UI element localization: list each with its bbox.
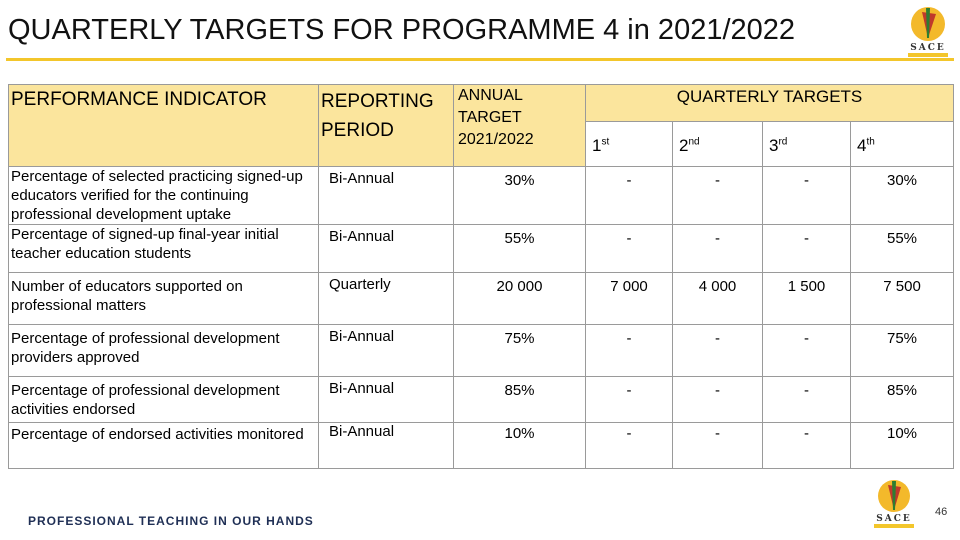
sace-logo-footer-text: SACE: [876, 514, 912, 524]
q3-cell: -: [762, 376, 851, 423]
sace-logo-text: SACE: [910, 43, 946, 53]
q1-cell: 7 000: [585, 272, 673, 325]
quarterly-targets-table: PERFORMANCE INDICATOR REPORTING PERIOD A…: [8, 84, 955, 469]
q3-cell: 1 500: [762, 272, 851, 325]
q4-cell: 10%: [849, 422, 955, 469]
header-q2: 2nd: [672, 121, 763, 167]
q4-cell: 55%: [849, 224, 955, 273]
indicator-cell: Percentage of professional development p…: [8, 324, 319, 377]
table-row: Percentage of signed-up final-year initi…: [8, 224, 955, 273]
indicator-cell: Percentage of selected practicing signed…: [8, 166, 319, 225]
q4-cell: 30%: [849, 166, 955, 225]
q2-cell: -: [672, 376, 763, 423]
indicator-cell: Number of educators supported on profess…: [8, 272, 319, 325]
q2-cell: -: [672, 324, 763, 377]
period-cell: Quarterly: [318, 272, 454, 325]
header-quarterly: QUARTERLY TARGETS: [584, 84, 955, 122]
q3-cell: -: [762, 166, 851, 225]
header-q1: 1st: [585, 121, 673, 167]
table-row: Percentage of selected practicing signed…: [8, 166, 955, 225]
q1-cell: -: [585, 224, 673, 273]
q1-cell: -: [585, 324, 673, 377]
q2-cell: -: [672, 224, 763, 273]
annual-cell: 10%: [453, 422, 586, 469]
q1-cell: -: [585, 376, 673, 423]
header-indicator: PERFORMANCE INDICATOR: [8, 84, 319, 167]
q2-cell: 4 000: [672, 272, 763, 325]
period-cell: Bi-Annual: [318, 224, 454, 273]
header-period: REPORTING PERIOD: [318, 84, 454, 167]
period-cell: Bi-Annual: [318, 422, 454, 469]
q4-cell: 75%: [849, 324, 955, 377]
page-title: QUARTERLY TARGETS FOR PROGRAMME 4 in 202…: [8, 14, 796, 46]
header-q4: 4th: [849, 121, 955, 167]
indicator-cell: Percentage of signed-up final-year initi…: [8, 224, 319, 273]
table-row: Percentage of professional development a…: [8, 376, 955, 423]
indicator-cell: Percentage of professional development a…: [8, 376, 319, 423]
q1-cell: -: [585, 166, 673, 225]
table-row: Percentage of professional development p…: [8, 324, 955, 377]
annual-cell: 30%: [453, 166, 586, 225]
header-annual: ANNUAL TARGET 2021/2022: [453, 84, 586, 167]
q4-cell: 7 500: [849, 272, 955, 325]
period-cell: Bi-Annual: [318, 376, 454, 423]
table-row: Number of educators supported on profess…: [8, 272, 955, 325]
q3-cell: -: [762, 324, 851, 377]
q2-cell: -: [672, 166, 763, 225]
footer-tagline: PROFESSIONAL TEACHING IN OUR HANDS: [28, 514, 314, 528]
period-cell: Bi-Annual: [318, 166, 454, 225]
sace-logo-footer: SACE: [874, 480, 914, 528]
indicator-cell: Percentage of endorsed activities monito…: [8, 422, 319, 469]
annual-cell: 75%: [453, 324, 586, 377]
table-row: Percentage of endorsed activities monito…: [8, 422, 955, 469]
q4-cell: 85%: [849, 376, 955, 423]
q3-cell: -: [762, 422, 851, 469]
page-number: 46: [935, 506, 948, 518]
header-q3: 3rd: [762, 121, 851, 167]
q2-cell: -: [672, 422, 763, 469]
q3-cell: -: [762, 224, 851, 273]
annual-cell: 55%: [453, 224, 586, 273]
annual-cell: 20 000: [453, 272, 586, 325]
q1-cell: -: [585, 422, 673, 469]
title-underline: [6, 58, 954, 61]
annual-cell: 85%: [453, 376, 586, 423]
sace-logo: SACE: [908, 7, 948, 57]
period-cell: Bi-Annual: [318, 324, 454, 377]
